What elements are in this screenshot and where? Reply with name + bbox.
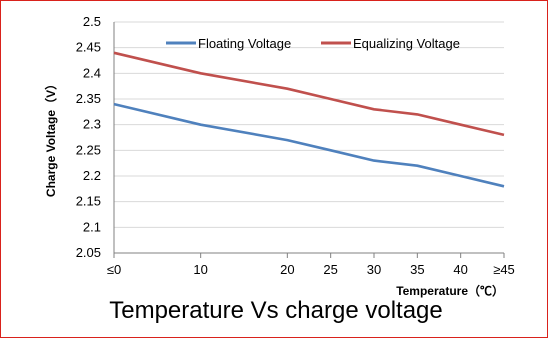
y-tick-label: 2.4	[83, 65, 101, 80]
x-tick-label: 30	[367, 262, 381, 277]
axes	[113, 22, 505, 258]
y-tick-label: 2.5	[83, 14, 101, 29]
x-tick-label: ≥45	[493, 262, 515, 277]
legend-label: Floating Voltage	[198, 36, 291, 51]
chart-caption: Temperature Vs charge voltage	[109, 297, 443, 324]
series-lines	[113, 51, 505, 188]
gridlines	[114, 21, 504, 228]
x-axis-title: Temperature（℃）	[396, 283, 504, 298]
x-tick-label: 20	[280, 262, 294, 277]
y-tick-label: 2.05	[76, 245, 101, 260]
y-tick-label: 2.3	[83, 117, 101, 132]
y-tick-label: 2.15	[76, 194, 101, 209]
x-tick-label: ≤0	[107, 262, 121, 277]
legend-label: Equalizing Voltage	[353, 36, 460, 51]
legend: Floating Voltage Equalizing Voltage	[166, 36, 460, 51]
y-axis-title: Charge Voltage（V）	[43, 78, 58, 197]
x-tick-label: 35	[410, 262, 424, 277]
y-tick-label: 2.45	[76, 40, 101, 55]
y-tick-label: 2.25	[76, 142, 101, 157]
y-tick-label: 2.35	[76, 91, 101, 106]
line-chart: 2.05 2.1 2.15 2.2 2.25 2.3 2.35 2.4 2.45 2.5 ≤0 10…	[43, 14, 515, 298]
x-tick-label: 25	[323, 262, 337, 277]
x-tick-labels: ≤0 10 20 25 30 35 40 ≥45	[107, 262, 515, 277]
equalizing-voltage-line	[113, 51, 505, 137]
floating-voltage-line	[113, 102, 505, 188]
y-tick-labels: 2.05 2.1 2.15 2.2 2.25 2.3 2.35 2.4 2.45 2.5	[76, 14, 101, 260]
y-tick-label: 2.1	[83, 219, 101, 234]
y-tick-label: 2.2	[83, 168, 101, 183]
x-tick-label: 40	[453, 262, 467, 277]
x-tick-label: 10	[193, 262, 207, 277]
